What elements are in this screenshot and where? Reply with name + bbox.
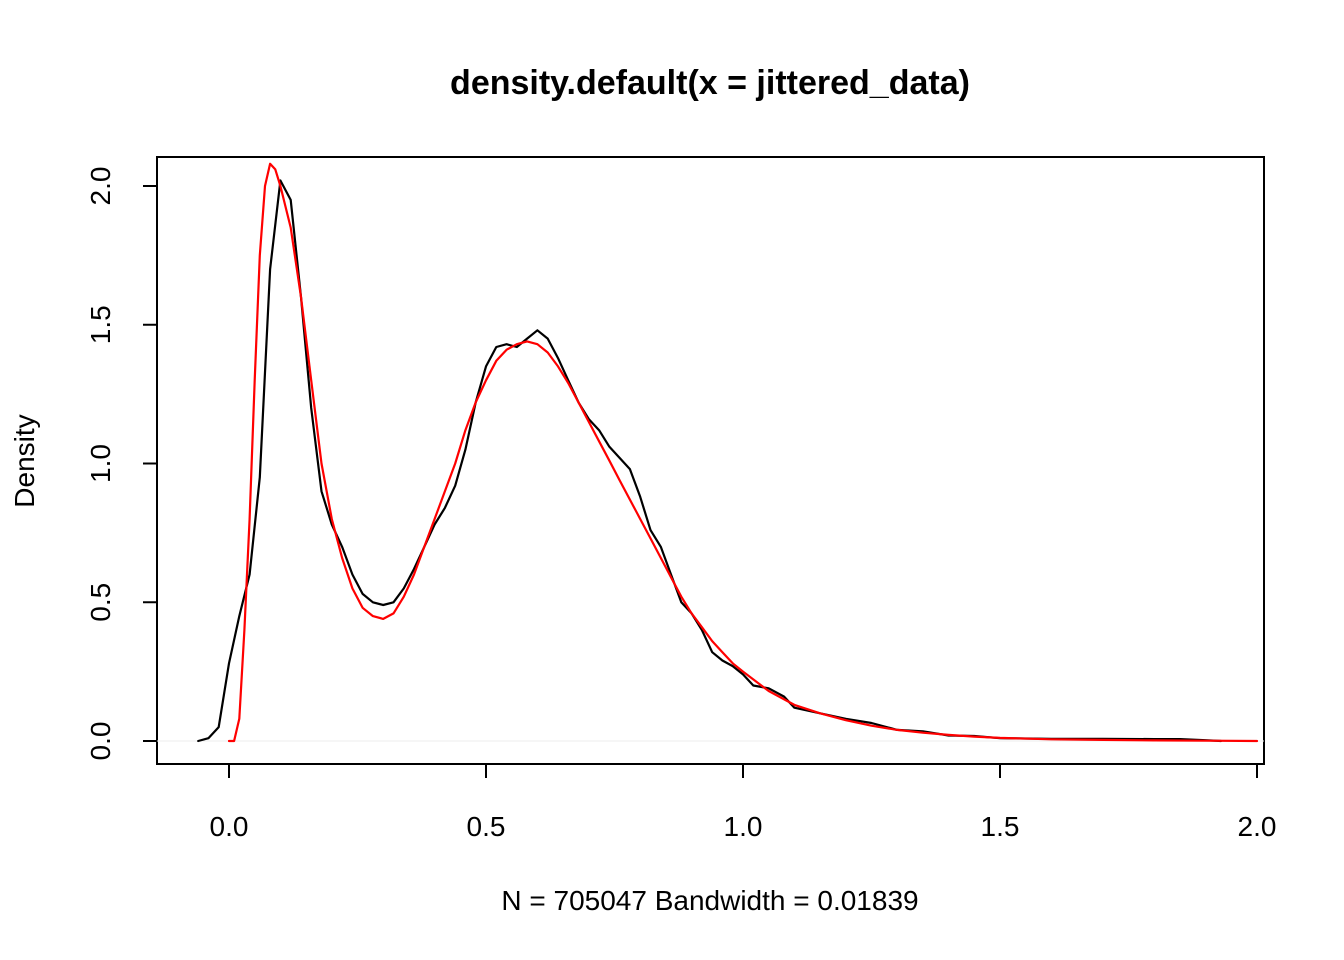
x-tick-label: 0.5 (467, 811, 506, 842)
x-tick-label: 1.0 (724, 811, 763, 842)
series-layer (197, 162, 1259, 743)
y-tick-label: 1.0 (85, 444, 116, 483)
y-tick-label: 1.5 (85, 305, 116, 344)
y-tick-label: 2.0 (85, 167, 116, 206)
plot-frame (156, 156, 1265, 765)
x-axis: 0.0 0.5 1.0 1.5 2.0 (210, 763, 1277, 842)
y-axis: 0.0 0.5 1.0 1.5 2.0 (85, 167, 158, 761)
y-tick-label: 0.5 (85, 583, 116, 622)
x-tick-label: 0.0 (210, 811, 249, 842)
chart-title: density.default(x = jittered_data) (450, 64, 970, 102)
x-tick-label: 1.5 (981, 811, 1020, 842)
x-tick-label: 2.0 (1238, 811, 1277, 842)
density-curve-black (197, 179, 1223, 743)
x-axis-label: N = 705047 Bandwidth = 0.01839 (501, 885, 918, 916)
density-curve-red (227, 162, 1259, 743)
y-axis-label: Density (9, 414, 40, 507)
y-tick-label: 0.0 (85, 722, 116, 761)
